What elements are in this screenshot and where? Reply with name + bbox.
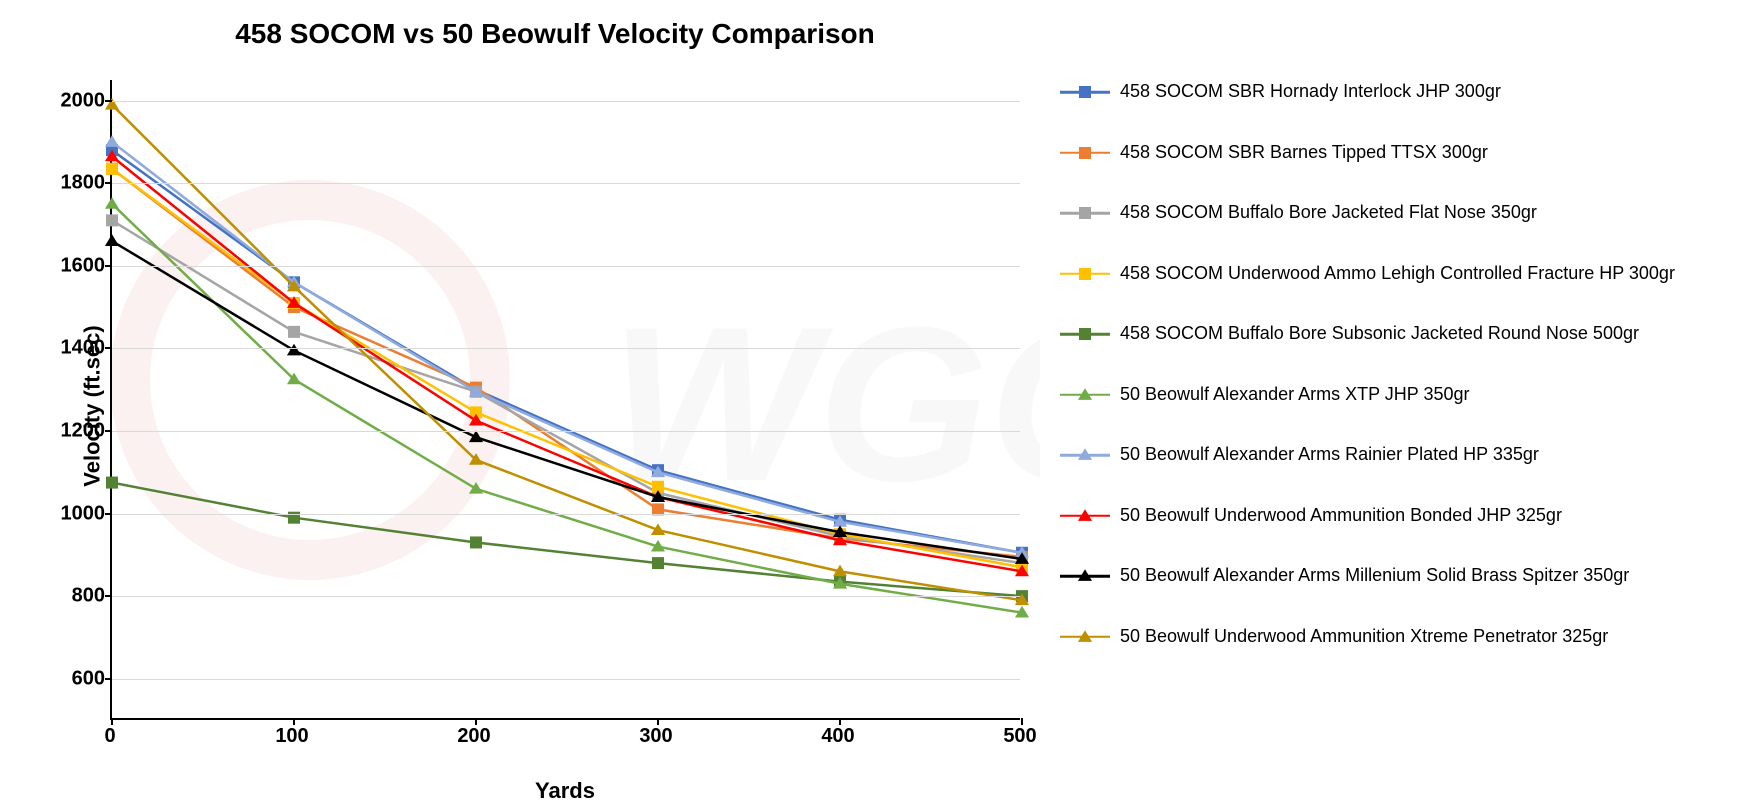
legend-marker <box>1060 507 1110 525</box>
y-tick-label: 600 <box>45 667 105 690</box>
y-tickmark <box>105 595 112 597</box>
y-tickmark <box>105 182 112 184</box>
x-tickmark <box>475 718 477 725</box>
series-marker <box>287 344 301 356</box>
x-tick-label: 100 <box>275 725 308 748</box>
y-tick-label: 800 <box>45 585 105 608</box>
legend-item: 50 Beowulf Underwood Ammunition Xtreme P… <box>1060 625 1740 648</box>
series-line <box>112 169 1022 567</box>
x-tick-label: 300 <box>639 725 672 748</box>
legend-marker <box>1060 386 1110 404</box>
y-tickmark <box>105 347 112 349</box>
gridline <box>112 348 1020 349</box>
y-tickmark <box>105 430 112 432</box>
legend-marker <box>1060 567 1110 585</box>
gridline <box>112 596 1020 597</box>
legend-label: 50 Beowulf Alexander Arms Millenium Soli… <box>1120 564 1629 587</box>
x-axis-label: Yards <box>110 778 1020 804</box>
legend-label: 458 SOCOM Underwood Ammo Lehigh Controll… <box>1120 262 1675 285</box>
plot-area <box>110 80 1020 720</box>
series-marker <box>105 135 119 147</box>
gridline <box>112 514 1020 515</box>
series-marker <box>106 163 118 175</box>
series-marker <box>106 214 118 226</box>
legend-marker <box>1060 325 1110 343</box>
gridline <box>112 183 1020 184</box>
legend-label: 458 SOCOM SBR Barnes Tipped TTSX 300gr <box>1120 141 1488 164</box>
y-tick-label: 1000 <box>45 502 105 525</box>
chart-svg <box>112 80 1020 718</box>
legend-item: 50 Beowulf Underwood Ammunition Bonded J… <box>1060 504 1740 527</box>
legend: 458 SOCOM SBR Hornady Interlock JHP 300g… <box>1060 80 1740 685</box>
x-tickmark <box>1021 718 1023 725</box>
legend-label: 50 Beowulf Underwood Ammunition Xtreme P… <box>1120 625 1608 648</box>
x-tick-label: 0 <box>104 725 115 748</box>
legend-item: 458 SOCOM Underwood Ammo Lehigh Controll… <box>1060 262 1740 285</box>
y-tickmark <box>105 265 112 267</box>
legend-label: 50 Beowulf Alexander Arms XTP JHP 350gr <box>1120 383 1470 406</box>
legend-label: 50 Beowulf Alexander Arms Rainier Plated… <box>1120 443 1539 466</box>
x-tickmark <box>657 718 659 725</box>
legend-item: 50 Beowulf Alexander Arms Rainier Plated… <box>1060 443 1740 466</box>
series-line <box>112 150 1022 553</box>
series-line <box>112 105 1022 600</box>
y-tick-label: 1800 <box>45 172 105 195</box>
series-marker <box>105 197 119 209</box>
legend-item: 50 Beowulf Alexander Arms Millenium Soli… <box>1060 564 1740 587</box>
legend-marker <box>1060 204 1110 222</box>
legend-marker <box>1060 83 1110 101</box>
legend-item: 458 SOCOM SBR Barnes Tipped TTSX 300gr <box>1060 141 1740 164</box>
x-tickmark <box>111 718 113 725</box>
y-tickmark <box>105 678 112 680</box>
gridline <box>112 101 1020 102</box>
series-marker <box>288 326 300 338</box>
x-tickmark <box>293 718 295 725</box>
gridline <box>112 679 1020 680</box>
x-tick-label: 200 <box>457 725 490 748</box>
series-marker <box>652 557 664 569</box>
series-marker <box>470 536 482 548</box>
y-tick-label: 1200 <box>45 419 105 442</box>
series-marker <box>105 234 119 246</box>
series-marker <box>469 430 483 442</box>
legend-item: 458 SOCOM Buffalo Bore Subsonic Jacketed… <box>1060 322 1740 345</box>
legend-marker <box>1060 446 1110 464</box>
legend-item: 50 Beowulf Alexander Arms XTP JHP 350gr <box>1060 383 1740 406</box>
series-line <box>112 241 1022 559</box>
gridline <box>112 266 1020 267</box>
y-tickmark <box>105 100 112 102</box>
legend-label: 458 SOCOM Buffalo Bore Jacketed Flat Nos… <box>1120 201 1537 224</box>
x-tickmark <box>839 718 841 725</box>
series-marker <box>106 477 118 489</box>
y-tick-label: 1400 <box>45 337 105 360</box>
series-marker <box>469 482 483 494</box>
chart-title: 458 SOCOM vs 50 Beowulf Velocity Compari… <box>50 18 1060 50</box>
legend-marker <box>1060 628 1110 646</box>
series-line <box>112 142 1022 553</box>
gridline <box>112 431 1020 432</box>
y-tickmark <box>105 513 112 515</box>
series-line <box>112 169 1022 557</box>
legend-label: 50 Beowulf Underwood Ammunition Bonded J… <box>1120 504 1562 527</box>
x-tick-label: 500 <box>1003 725 1036 748</box>
x-tick-label: 400 <box>821 725 854 748</box>
legend-label: 458 SOCOM Buffalo Bore Subsonic Jacketed… <box>1120 322 1639 345</box>
legend-label: 458 SOCOM SBR Hornady Interlock JHP 300g… <box>1120 80 1501 103</box>
legend-marker <box>1060 265 1110 283</box>
legend-marker <box>1060 144 1110 162</box>
chart-container: 458 SOCOM vs 50 Beowulf Velocity Compari… <box>0 0 1756 812</box>
y-tick-label: 1600 <box>45 254 105 277</box>
y-tick-label: 2000 <box>45 89 105 112</box>
legend-item: 458 SOCOM SBR Hornady Interlock JHP 300g… <box>1060 80 1740 103</box>
legend-item: 458 SOCOM Buffalo Bore Jacketed Flat Nos… <box>1060 201 1740 224</box>
